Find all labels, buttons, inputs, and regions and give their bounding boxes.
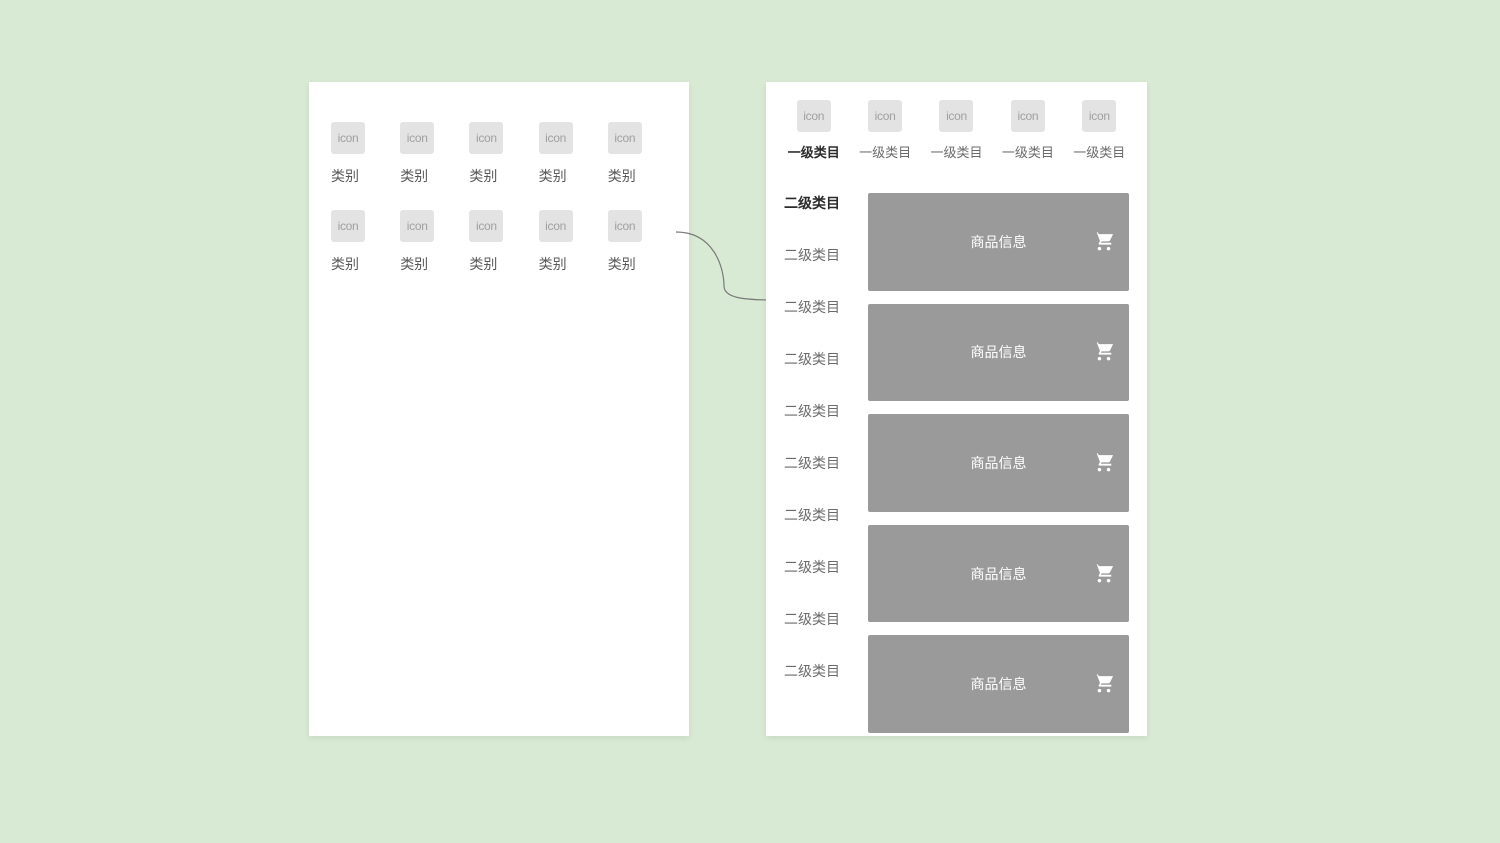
category-item[interactable]: icon 类别 — [331, 210, 390, 274]
category-item[interactable]: icon 类别 — [400, 122, 459, 186]
category-label: 类别 — [539, 254, 567, 274]
cart-icon[interactable] — [1093, 341, 1115, 364]
tab-placeholder-icon: icon — [797, 100, 831, 132]
cart-icon[interactable] — [1093, 230, 1115, 253]
category-placeholder-icon: icon — [608, 210, 642, 242]
tab-label: 一级类目 — [930, 142, 982, 161]
category-placeholder-icon: icon — [539, 210, 573, 242]
subcategory-item[interactable]: 二级类目 — [784, 661, 854, 681]
category-placeholder-icon: icon — [331, 122, 365, 154]
product-card[interactable]: 商品信息 — [868, 414, 1129, 512]
subcategory-list: 二级类目 二级类目 二级类目 二级类目 二级类目 二级类目 二级类目 二级类目 … — [784, 193, 854, 733]
category-item[interactable]: icon 类别 — [469, 122, 528, 186]
category-placeholder-icon: icon — [469, 122, 503, 154]
product-label: 商品信息 — [971, 564, 1027, 584]
primary-tabs: icon 一级类目 icon 一级类目 icon 一级类目 icon 一级类目 … — [784, 100, 1129, 161]
subcategory-item[interactable]: 二级类目 — [784, 349, 854, 369]
product-label: 商品信息 — [971, 453, 1027, 473]
product-card[interactable]: 商品信息 — [868, 635, 1129, 733]
category-item[interactable]: icon 类别 — [400, 210, 459, 274]
category-grid: icon 类别 icon 类别 icon 类别 icon 类别 icon 类别 … — [331, 122, 667, 274]
category-placeholder-icon: icon — [539, 122, 573, 154]
category-placeholder-icon: icon — [331, 210, 365, 242]
product-label: 商品信息 — [971, 232, 1027, 252]
cart-icon[interactable] — [1093, 562, 1115, 585]
category-placeholder-icon: icon — [400, 122, 434, 154]
subcategory-item[interactable]: 二级类目 — [784, 505, 854, 525]
category-placeholder-icon: icon — [400, 210, 434, 242]
product-card[interactable]: 商品信息 — [868, 525, 1129, 623]
subcategory-item[interactable]: 二级类目 — [784, 557, 854, 577]
cart-icon[interactable] — [1093, 451, 1115, 474]
tab-label: 一级类目 — [859, 142, 911, 161]
category-label: 类别 — [331, 254, 359, 274]
tab-label: 一级类目 — [1073, 142, 1125, 161]
subcategory-item[interactable]: 二级类目 — [784, 193, 854, 213]
tab-primary-category[interactable]: icon 一级类目 — [998, 100, 1057, 161]
stage: icon 类别 icon 类别 icon 类别 icon 类别 icon 类别 … — [0, 0, 1500, 843]
tab-placeholder-icon: icon — [868, 100, 902, 132]
category-item[interactable]: icon 类别 — [608, 122, 667, 186]
tab-placeholder-icon: icon — [1011, 100, 1045, 132]
panel-category-grid: icon 类别 icon 类别 icon 类别 icon 类别 icon 类别 … — [309, 82, 689, 736]
subcategory-item[interactable]: 二级类目 — [784, 245, 854, 265]
category-item[interactable]: icon 类别 — [608, 210, 667, 274]
tab-label: 一级类目 — [1002, 142, 1054, 161]
subcategory-item[interactable]: 二级类目 — [784, 453, 854, 473]
category-label: 类别 — [539, 166, 567, 186]
category-item[interactable]: icon 类别 — [539, 122, 598, 186]
category-placeholder-icon: icon — [608, 122, 642, 154]
category-placeholder-icon: icon — [469, 210, 503, 242]
product-card[interactable]: 商品信息 — [868, 304, 1129, 402]
category-item[interactable]: icon 类别 — [331, 122, 390, 186]
category-label: 类别 — [608, 254, 636, 274]
subcategory-item[interactable]: 二级类目 — [784, 609, 854, 629]
category-item[interactable]: icon 类别 — [539, 210, 598, 274]
category-label: 类别 — [400, 254, 428, 274]
category-item[interactable]: icon 类别 — [469, 210, 528, 274]
tab-label: 一级类目 — [788, 142, 840, 161]
tab-primary-category[interactable]: icon 一级类目 — [855, 100, 914, 161]
tab-primary-category[interactable]: icon 一级类目 — [784, 100, 843, 161]
category-label: 类别 — [331, 166, 359, 186]
subcategory-item[interactable]: 二级类目 — [784, 401, 854, 421]
subcategory-item[interactable]: 二级类目 — [784, 297, 854, 317]
product-list: 商品信息 商品信息 商品信息 — [868, 193, 1129, 733]
tab-placeholder-icon: icon — [1082, 100, 1116, 132]
category-label: 类别 — [469, 166, 497, 186]
tab-placeholder-icon: icon — [939, 100, 973, 132]
cart-icon[interactable] — [1093, 673, 1115, 696]
product-label: 商品信息 — [971, 342, 1027, 362]
panel-category-detail: icon 一级类目 icon 一级类目 icon 一级类目 icon 一级类目 … — [766, 82, 1147, 736]
tab-primary-category[interactable]: icon 一级类目 — [927, 100, 986, 161]
category-label: 类别 — [608, 166, 636, 186]
detail-body: 二级类目 二级类目 二级类目 二级类目 二级类目 二级类目 二级类目 二级类目 … — [784, 193, 1129, 733]
product-card[interactable]: 商品信息 — [868, 193, 1129, 291]
product-label: 商品信息 — [971, 674, 1027, 694]
tab-primary-category[interactable]: icon 一级类目 — [1070, 100, 1129, 161]
category-label: 类别 — [400, 166, 428, 186]
category-label: 类别 — [469, 254, 497, 274]
